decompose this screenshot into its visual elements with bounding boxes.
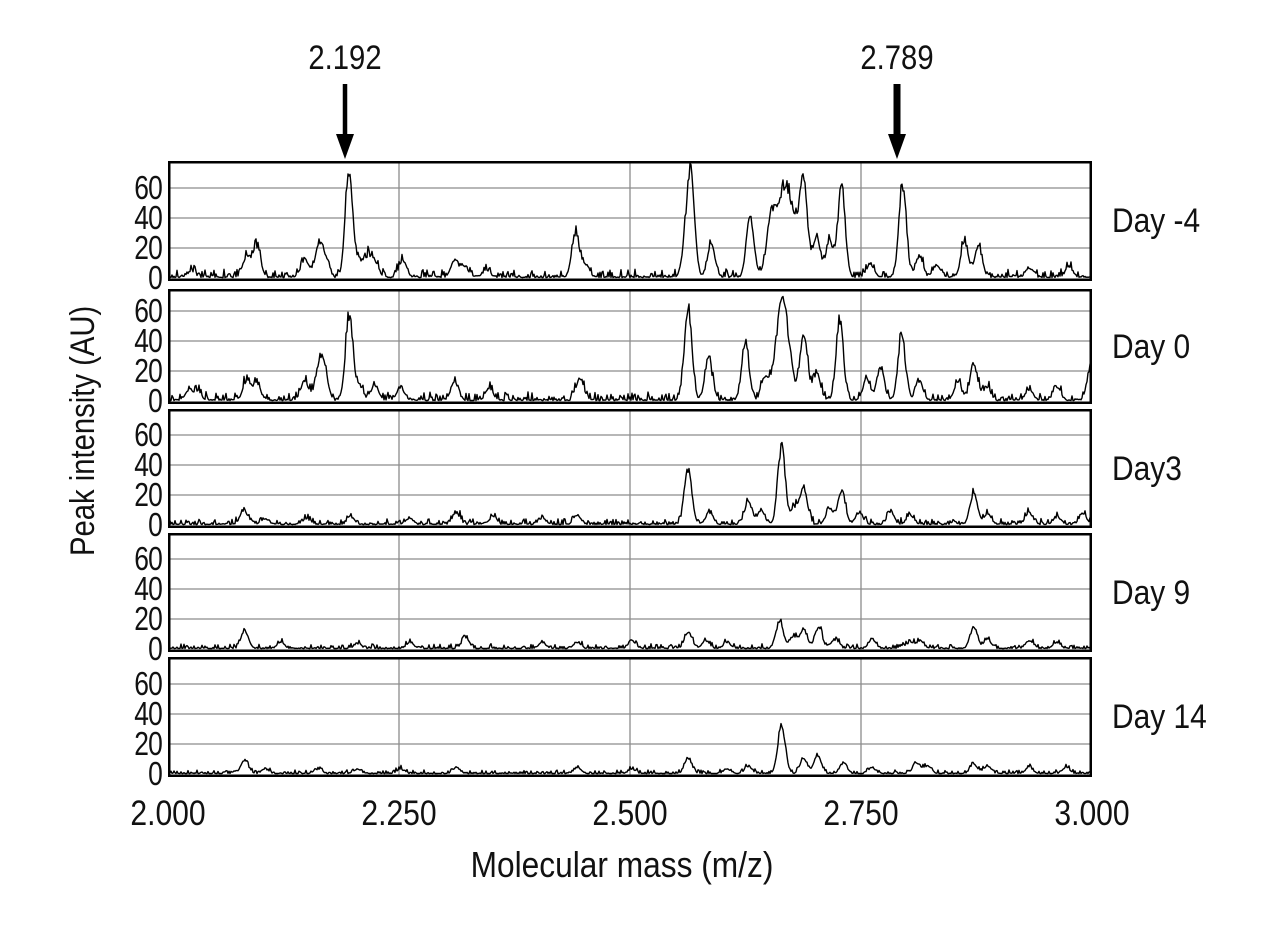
y-tick-label: 60 bbox=[134, 292, 163, 329]
annotation-label-2-789: 2.789 bbox=[860, 39, 934, 77]
x-tick-label: 2.000 bbox=[130, 794, 206, 833]
y-tick-label: 0 bbox=[148, 259, 163, 296]
panel-label-day--4: Day -4 bbox=[1112, 202, 1201, 240]
spectrum-trace bbox=[168, 722, 1092, 775]
y-tick-label: 0 bbox=[148, 630, 163, 667]
spectrum-panel-5 bbox=[168, 657, 1092, 777]
panel-border bbox=[168, 289, 1092, 404]
x-tick-label: 2.750 bbox=[823, 794, 899, 833]
panel-border bbox=[168, 657, 1092, 777]
y-tick-label: 20 bbox=[134, 352, 163, 389]
spectrum-trace bbox=[168, 618, 1092, 650]
panel-label-day-14: Day 14 bbox=[1112, 698, 1207, 736]
x-tick-label: 2.250 bbox=[361, 794, 437, 833]
y-tick-label: 40 bbox=[134, 322, 163, 359]
y-tick-label: 0 bbox=[148, 755, 163, 792]
panel-label-day-0: Day 0 bbox=[1112, 327, 1191, 366]
spectrum-panel-2 bbox=[168, 289, 1092, 404]
spectrum-plot bbox=[168, 289, 1092, 404]
y-tick-label: 60 bbox=[134, 416, 163, 453]
spectrum-plot bbox=[168, 161, 1092, 281]
spectrum-plot bbox=[168, 409, 1092, 528]
y-tick-label: 20 bbox=[134, 725, 163, 762]
spectrum-plot bbox=[168, 533, 1092, 652]
spectrum-trace bbox=[168, 162, 1092, 279]
down-arrow-icon bbox=[336, 84, 355, 159]
x-tick-label: 3.000 bbox=[1054, 794, 1130, 833]
y-tick-label: 20 bbox=[134, 476, 163, 513]
spectrum-trace bbox=[168, 441, 1092, 526]
y-tick-label: 60 bbox=[134, 665, 163, 702]
panel-label-day-9: Day 9 bbox=[1112, 573, 1191, 612]
spectrum-panel-1 bbox=[168, 161, 1092, 281]
y-tick-label: 40 bbox=[134, 446, 163, 483]
y-tick-label: 40 bbox=[134, 199, 163, 236]
annotation-arrow-2-192 bbox=[332, 84, 358, 165]
x-tick-label: 2.500 bbox=[592, 794, 668, 833]
y-tick-label: 0 bbox=[148, 382, 163, 419]
spectrum-plot bbox=[168, 657, 1092, 777]
panel-border bbox=[168, 533, 1092, 652]
y-tick-label: 20 bbox=[134, 229, 163, 266]
annotation-arrow-2-789 bbox=[884, 84, 910, 165]
y-tick-label: 60 bbox=[134, 169, 163, 206]
spectrum-panel-3 bbox=[168, 409, 1092, 528]
x-axis-title: Molecular mass (m/z) bbox=[470, 844, 774, 885]
panel-label-day3: Day3 bbox=[1112, 449, 1182, 488]
y-tick-label: 40 bbox=[134, 695, 163, 732]
down-arrow-icon bbox=[888, 84, 907, 159]
spectrum-panel-4 bbox=[168, 533, 1092, 652]
y-tick-label: 20 bbox=[134, 600, 163, 637]
y-tick-label: 0 bbox=[148, 506, 163, 543]
panel-border bbox=[168, 161, 1092, 281]
y-axis-title: Peak intensity (AU) bbox=[64, 305, 102, 556]
annotation-label-2-192: 2.192 bbox=[308, 39, 382, 77]
y-tick-label: 40 bbox=[134, 570, 163, 607]
y-tick-label: 60 bbox=[134, 540, 163, 577]
panel-border bbox=[168, 409, 1092, 528]
spectrum-trace bbox=[168, 295, 1092, 402]
